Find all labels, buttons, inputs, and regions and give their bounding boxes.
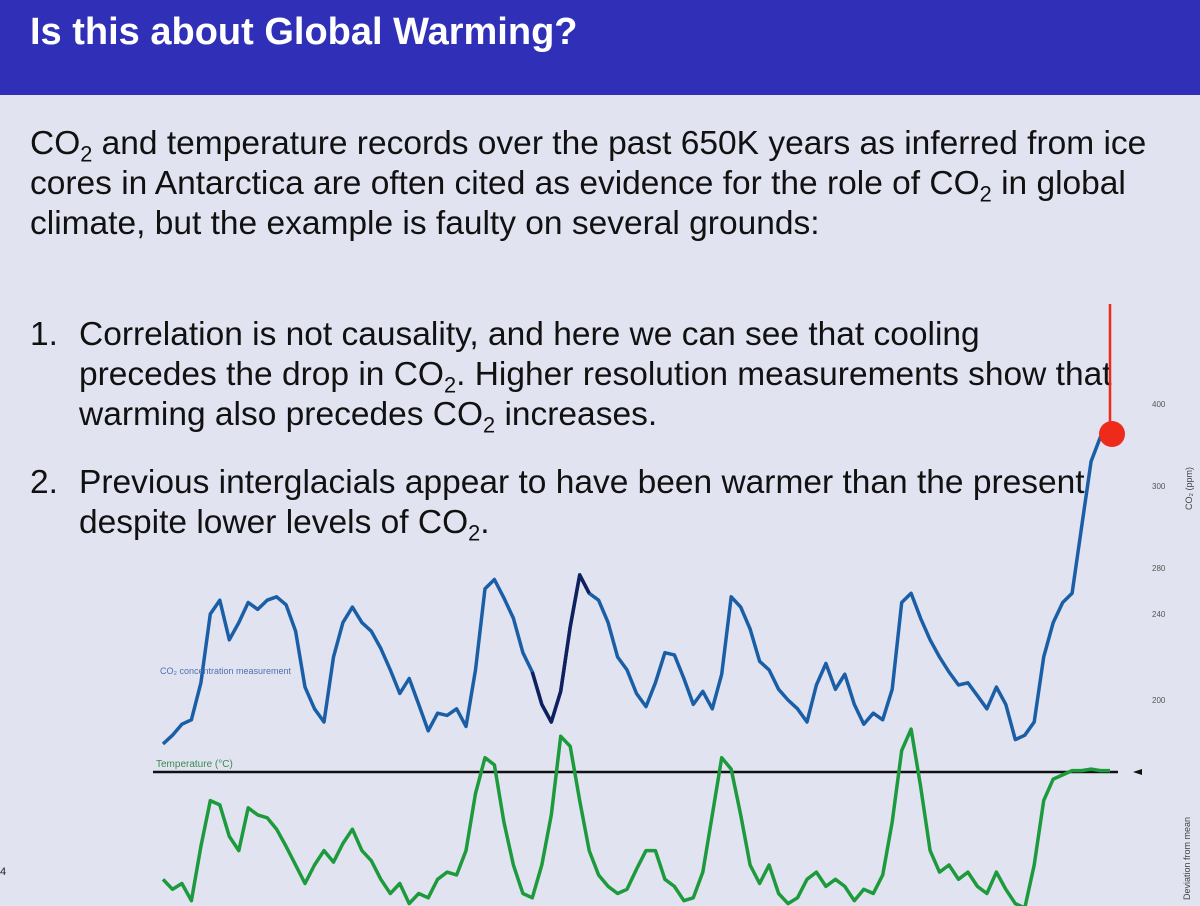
intro-paragraph: CO2 and temperature records over the pas… [30,125,1147,242]
co2-axis-title: CO₂ (ppm) [1184,467,1194,510]
co2-axis-tick-label: 200 [1152,696,1166,705]
list-number: 1. [30,316,58,353]
co2-axis-tick-label: 400 [1152,400,1166,409]
page-number: 4 [0,866,7,878]
title-bar: Is this about Global Warming? [0,0,1200,95]
current-co2-point [1099,421,1125,447]
slide-title: Is this about Global Warming? [30,11,578,53]
co2-series-label: CO₂ concentration measurement [160,666,292,676]
list-item-text: Correlation is not causality, and here w… [79,316,1112,438]
co2-series-dark-segment [530,573,591,724]
temperature-axis-title: Deviation from mean [1182,817,1192,900]
co2-axis-tick-label: 300 [1152,482,1166,491]
co2-axis-tick-label: 280 [1152,564,1166,573]
temperature-series-label: Temperature (°C) [156,759,233,770]
temperature-series-line [161,727,1110,906]
co2-axis-tick-label: 240 [1152,610,1166,619]
mean-line-pointer [1133,769,1142,775]
list-number: 2. [30,464,58,501]
list-item-text: Previous interglacials appear to have be… [79,464,1085,546]
co2-series-line [161,423,1112,746]
